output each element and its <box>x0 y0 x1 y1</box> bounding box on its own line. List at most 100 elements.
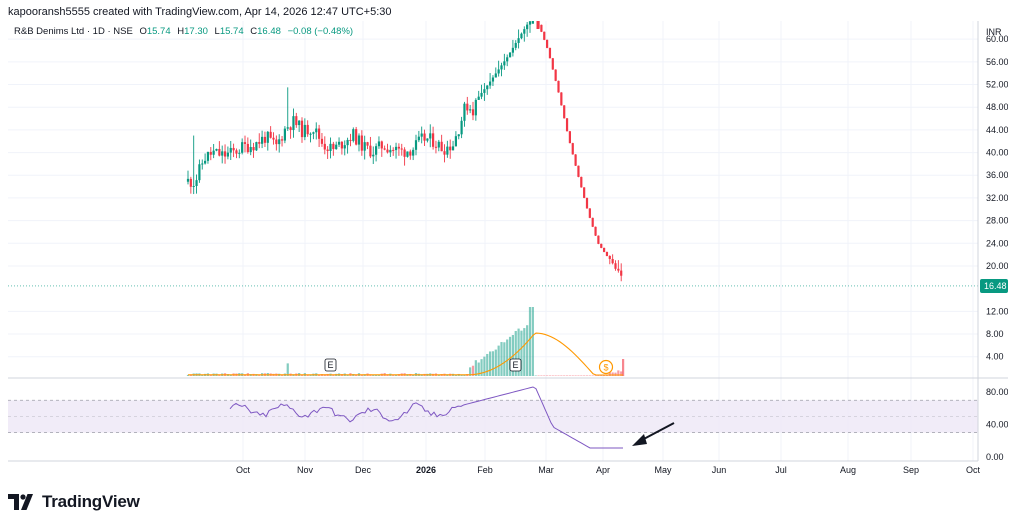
volume-bar <box>620 371 623 376</box>
low-value: 15.74 <box>219 26 244 37</box>
candle-body <box>226 152 229 157</box>
candle-body <box>600 243 603 248</box>
candle-body <box>215 148 218 151</box>
candle-body <box>620 270 623 276</box>
time-axis-label: Oct <box>236 465 251 475</box>
candle-body <box>397 146 400 149</box>
candle-body <box>466 103 469 111</box>
volume-bar <box>280 374 284 376</box>
volume-bar <box>614 372 617 376</box>
candle-body <box>429 133 432 139</box>
candle-body <box>409 151 412 156</box>
price-axis-label: 24.00 <box>986 238 1008 248</box>
candle-body <box>400 148 403 150</box>
volume-bar <box>477 362 480 376</box>
candle-body <box>474 99 477 116</box>
candle-body <box>580 176 583 188</box>
last-price-label: 16.48 <box>984 281 1007 291</box>
chart-area[interactable]: 16.48 E E $ 60.00 56.00 52.00 48.00 44.00 40.00 3… <box>8 21 1008 486</box>
candle-body <box>457 134 460 137</box>
candle-body <box>223 151 227 157</box>
time-axis-label: Oct <box>966 465 981 475</box>
candle-body <box>565 118 569 132</box>
candle-body <box>520 33 523 39</box>
candle-body <box>503 61 506 66</box>
candle-body <box>275 139 278 145</box>
candle-body <box>326 149 329 152</box>
earnings-marker <box>509 358 522 372</box>
tradingview-logo-icon <box>8 494 33 510</box>
volume-bar <box>508 336 512 376</box>
candle-body <box>329 143 332 152</box>
rsi-line <box>229 386 623 449</box>
candle-body <box>323 143 326 150</box>
candle-body <box>352 129 355 141</box>
candle-body <box>283 128 286 141</box>
candle-body <box>543 31 546 40</box>
candle-body <box>560 92 563 106</box>
candle-body <box>261 136 264 144</box>
volume-bar <box>300 374 304 376</box>
candle-body <box>434 146 438 148</box>
rsi-axis-label: 0.00 <box>986 452 1004 462</box>
time-axis-label: Sep <box>903 465 919 475</box>
tradingview-logo[interactable]: TradingView <box>8 492 140 512</box>
candle-body <box>201 163 204 165</box>
candle-body <box>406 151 409 157</box>
candle-body <box>443 151 446 155</box>
volume-bar <box>286 363 289 376</box>
candle-body <box>420 133 423 137</box>
candle-body <box>363 142 366 151</box>
candle-body <box>477 96 480 100</box>
candle-body <box>417 136 420 141</box>
candle-body <box>335 144 338 150</box>
candle-body <box>189 178 192 187</box>
volume-bar <box>591 375 594 376</box>
volume-bar <box>437 374 440 376</box>
candle-body <box>506 57 509 62</box>
candle-body <box>286 127 289 129</box>
time-axis-label: Feb <box>477 465 493 475</box>
volume-bar <box>534 375 537 376</box>
candle-body <box>523 29 526 34</box>
candle-body <box>449 146 452 151</box>
volume-bar <box>617 370 620 376</box>
candle-body <box>497 69 500 74</box>
candle-body <box>366 142 369 146</box>
price-axis-label: 56.00 <box>986 57 1008 67</box>
candle-body <box>377 141 381 147</box>
earnings-marker-label: E <box>327 360 333 370</box>
symbol-legend: R&B Denims Ltd · 1D · NSE O15.74 H17.30 … <box>14 26 353 37</box>
volume-bar <box>186 374 190 376</box>
volume-bar <box>583 375 586 376</box>
time-axis-label: Mar <box>538 465 554 475</box>
candle-body <box>204 160 207 164</box>
candle-body <box>375 146 378 155</box>
candle-body <box>571 143 574 155</box>
volume-bar <box>531 307 534 376</box>
candle-body <box>195 180 198 186</box>
candle-body <box>372 154 375 157</box>
volume-bar <box>611 372 614 376</box>
price-chart[interactable]: 16.48 E E $ 60.00 56.00 52.00 48.00 44.00 40.00 3… <box>8 21 1008 486</box>
volume-bar <box>258 374 261 376</box>
price-axis-label: 28.00 <box>986 216 1008 226</box>
dividend-marker <box>598 359 614 375</box>
candle-body <box>588 208 591 218</box>
candle-body <box>511 47 514 53</box>
candle-body <box>591 217 594 227</box>
volume-ma-line <box>188 332 623 376</box>
rsi-axis-label: 80.00 <box>986 387 1008 397</box>
volume-bar <box>486 353 489 376</box>
price-axis-label: 40.00 <box>986 148 1008 158</box>
candle-body <box>392 149 395 151</box>
candle-body <box>463 103 466 121</box>
volume-bar <box>585 375 589 376</box>
candle-body <box>583 187 586 198</box>
volume-bar <box>392 374 395 376</box>
low-label: L <box>214 26 220 37</box>
price-axis-label: 52.00 <box>986 80 1008 90</box>
candle-body <box>272 137 275 140</box>
candle-body <box>269 131 272 138</box>
candle-body <box>540 24 543 32</box>
